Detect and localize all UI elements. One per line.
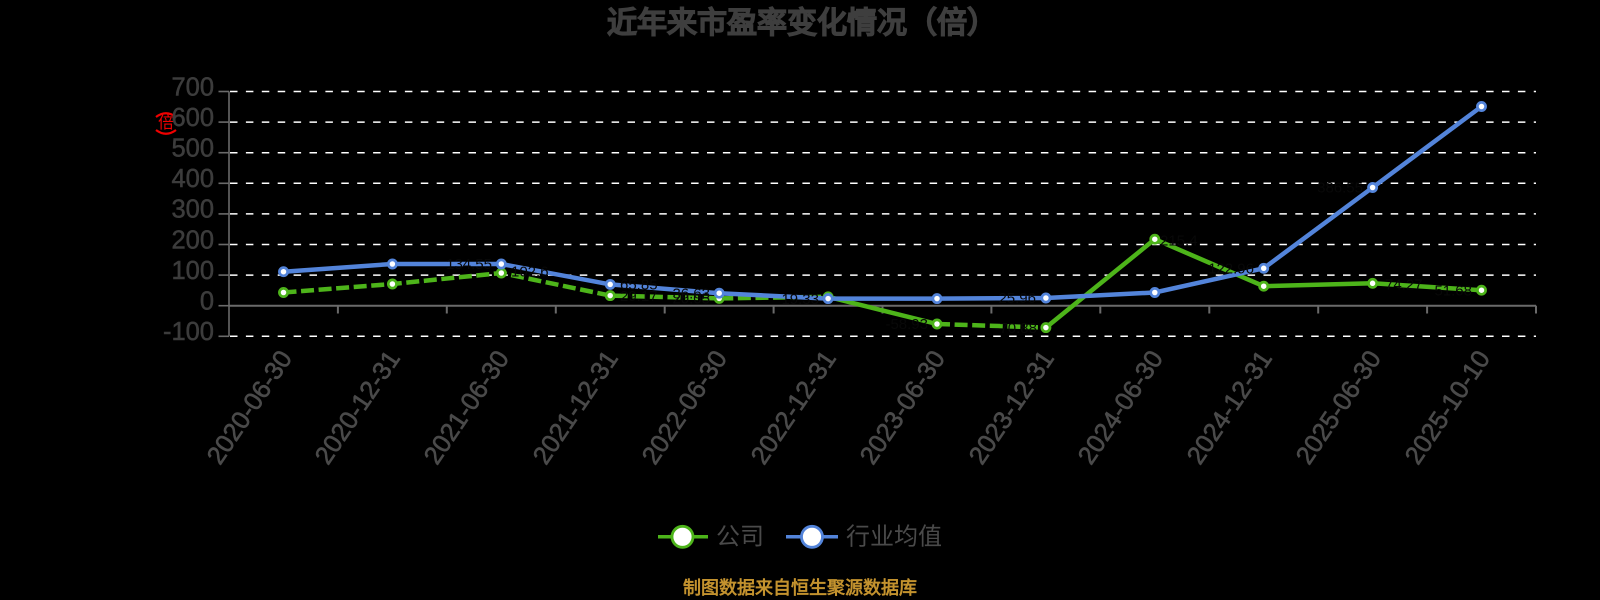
svg-text:200: 200 — [171, 226, 214, 254]
svg-text:行业均值: 行业均值 — [846, 523, 942, 550]
svg-text:-100: -100 — [163, 318, 214, 346]
svg-text:29.17: 29.17 — [620, 288, 658, 305]
svg-text:102.6: 102.6 — [511, 264, 549, 281]
svg-text:300: 300 — [171, 196, 214, 224]
svg-text:215.4: 215.4 — [1160, 233, 1198, 250]
svg-text:制图数据来自恒生聚源数据库: 制图数据来自恒生聚源数据库 — [683, 577, 917, 598]
svg-text:100: 100 — [171, 257, 214, 285]
svg-text:19.33: 19.33 — [781, 291, 819, 308]
svg-text:-70.88: -70.88 — [994, 320, 1037, 337]
svg-text:386.55: 386.55 — [1317, 180, 1363, 197]
svg-text:51.68: 51.68 — [1434, 282, 1472, 299]
svg-text:-58.93: -58.93 — [885, 316, 928, 333]
svg-text:600: 600 — [171, 104, 214, 132]
svg-text:倍: 倍 — [158, 114, 174, 132]
svg-text:700: 700 — [171, 73, 214, 101]
svg-text:25.96: 25.96 — [998, 290, 1036, 307]
svg-text:近年来市盈率变化情况（倍）: 近年来市盈率变化情况（倍） — [607, 6, 997, 40]
svg-text:20.05: 20.05 — [672, 291, 710, 308]
svg-text:134.55: 134.55 — [446, 256, 492, 273]
svg-text:36.63: 36.63 — [672, 285, 710, 302]
svg-text:400: 400 — [171, 165, 214, 193]
svg-text:0: 0 — [200, 288, 214, 316]
svg-text:公司: 公司 — [716, 523, 764, 550]
svg-text:65.85: 65.85 — [620, 277, 658, 294]
svg-text:74.27: 74.27 — [1385, 276, 1423, 293]
svg-text:122.96: 122.96 — [1208, 261, 1254, 278]
svg-text:500: 500 — [171, 135, 214, 163]
